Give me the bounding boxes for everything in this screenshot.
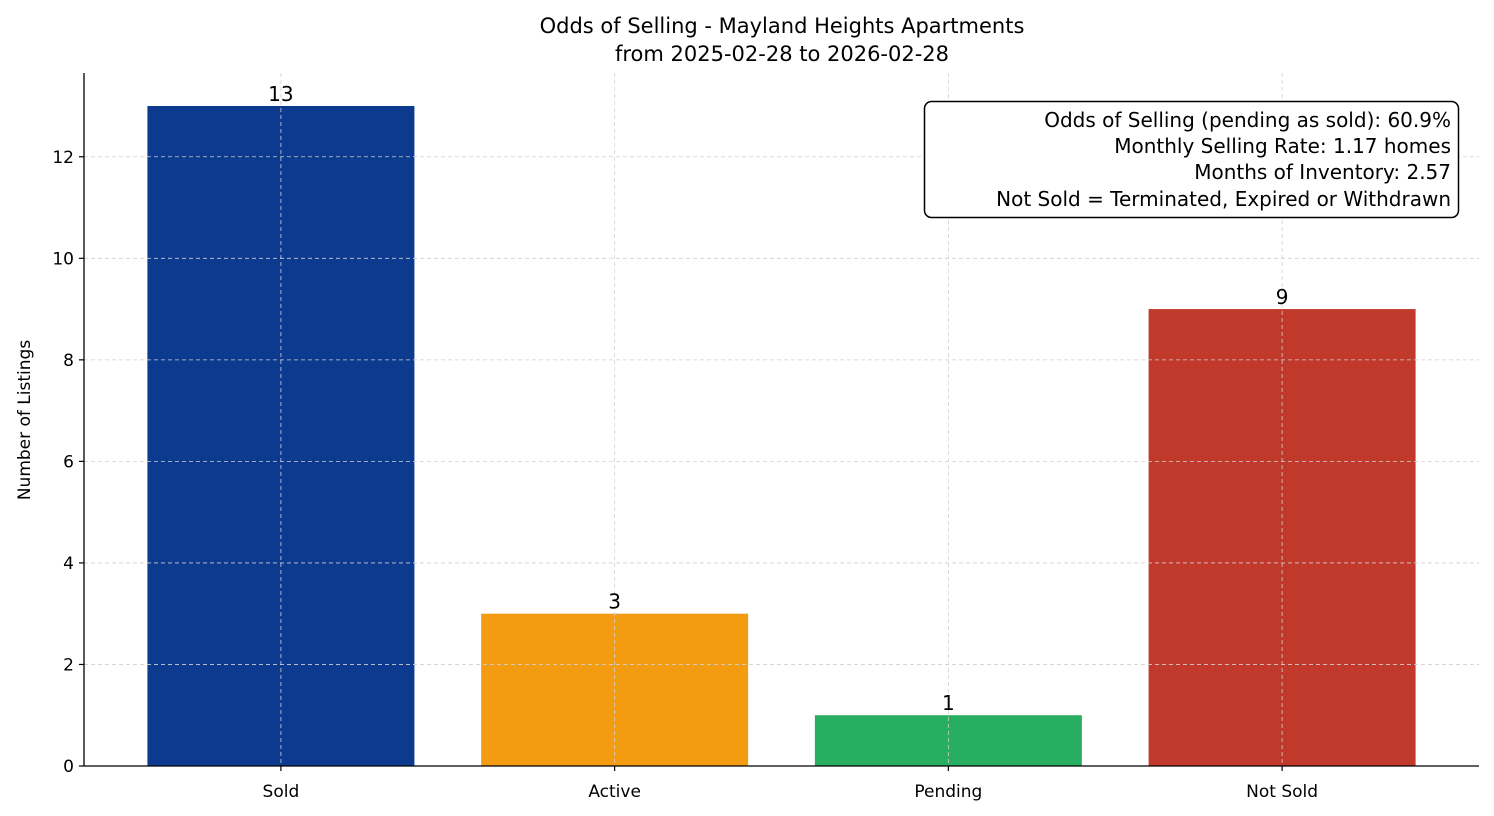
- data-label: 9: [1276, 285, 1289, 309]
- x-ticks: Sold Active Pending Not Sold: [263, 766, 1318, 802]
- x-tick-label: Active: [588, 782, 641, 802]
- data-label: 3: [608, 590, 621, 614]
- annotation-line: Odds of Selling (pending as sold): 60.9%: [1044, 108, 1451, 132]
- y-tick-label: 0: [63, 757, 74, 777]
- data-label: 1: [942, 691, 955, 715]
- annotation-line: Months of Inventory: 2.57: [1194, 160, 1451, 184]
- x-tick-label: Pending: [914, 782, 982, 802]
- annotation-line: Not Sold = Terminated, Expired or Withdr…: [996, 187, 1451, 211]
- data-labels: 13 3 1 9: [268, 82, 1288, 715]
- bar-sold: [147, 106, 415, 766]
- y-tick-label: 8: [63, 351, 74, 371]
- chart-title: Odds of Selling - Mayland Heights Apartm…: [540, 14, 1025, 38]
- x-tick-label: Not Sold: [1246, 782, 1318, 802]
- y-tick-label: 2: [63, 655, 74, 675]
- x-tick-label: Sold: [263, 782, 300, 802]
- y-ticks: 0 2 4 6 8 10 12: [52, 148, 84, 777]
- y-tick-label: 4: [63, 554, 74, 574]
- annotation-line: Monthly Selling Rate: 1.17 homes: [1114, 134, 1451, 158]
- y-tick-label: 10: [52, 249, 74, 269]
- y-axis-label: Number of Listings: [15, 340, 35, 500]
- y-tick-label: 12: [52, 148, 74, 168]
- annotation-box-frame: [923, 100, 1460, 219]
- chart-subtitle: from 2025-02-28 to 2026-02-28: [615, 42, 949, 66]
- annotation-box: Odds of Selling (pending as sold): 60.9%…: [923, 100, 1460, 219]
- data-label: 13: [268, 82, 293, 106]
- y-tick-label: 6: [63, 452, 74, 472]
